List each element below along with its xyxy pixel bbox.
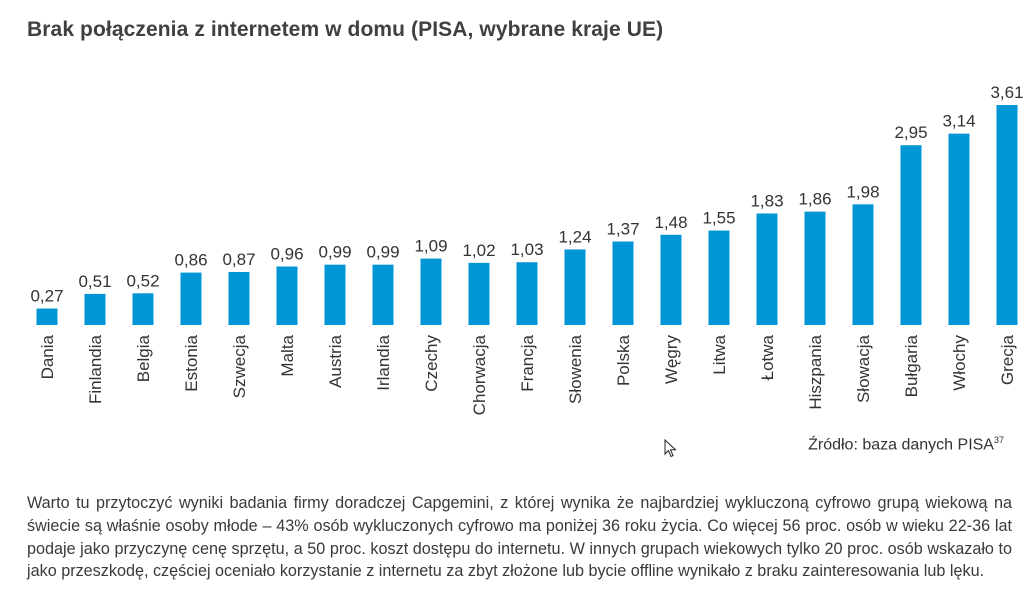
category-label-we-gry: Węgry	[662, 335, 681, 385]
source-text: Źródło: baza danych PISA	[808, 436, 994, 454]
bar-s-owenia	[564, 249, 586, 325]
bar-szwecja	[228, 271, 250, 325]
value-label-polska: 1,37	[606, 220, 639, 239]
category-label-w-ochy: Włochy	[950, 335, 969, 391]
bar-chart: 0,27 0,51 0,52 0,86 0,87 0,96 0,99 0,99 1,09 1,02…	[30, 83, 1023, 415]
value-label-irlandia: 0,99	[366, 243, 399, 262]
bar-dania	[36, 308, 58, 325]
value-label-szwecja: 0,87	[222, 250, 255, 269]
value-label-litwa: 1,55	[702, 209, 735, 228]
bar-austria	[324, 264, 346, 325]
value-label-finlandia: 0,51	[78, 272, 111, 291]
value-label-s-owenia: 1,24	[558, 227, 591, 246]
bars-group	[36, 105, 1018, 325]
category-label-hiszpania: Hiszpania	[806, 334, 825, 409]
value-label-austria: 0,99	[318, 243, 351, 262]
bar-litwa	[708, 230, 730, 325]
bar-malta	[276, 266, 298, 325]
bar-grecja	[996, 105, 1018, 325]
bar--otwa	[756, 213, 778, 325]
category-label-estonia: Estonia	[182, 334, 201, 391]
value-label-grecja: 3,61	[990, 83, 1023, 102]
value-label-w-ochy: 3,14	[942, 112, 975, 131]
category-label-belgia: Belgia	[134, 334, 153, 382]
category-label-s-owenia: Słowenia	[566, 334, 585, 404]
category-label-polska: Polska	[614, 334, 633, 386]
category-label-grecja: Grecja	[998, 334, 1017, 385]
category-label-finlandia: Finlandia	[86, 334, 105, 404]
mouse-cursor-icon	[664, 439, 677, 458]
value-label-francja: 1,03	[510, 240, 543, 259]
source-footnote: 37	[993, 435, 1004, 445]
category-label-litwa: Litwa	[710, 334, 729, 374]
bar-belgia	[132, 293, 154, 325]
bar-chorwacja	[468, 262, 490, 325]
bar-bu-garia	[900, 145, 922, 325]
category-label-szwecja: Szwecja	[230, 334, 249, 398]
value-label-dania: 0,27	[30, 287, 63, 306]
value-label-czechy: 1,09	[414, 237, 447, 256]
bar-s-owacja	[852, 204, 874, 325]
value-label-we-gry: 1,48	[654, 213, 687, 232]
value-label-s-owacja: 1,98	[846, 182, 879, 201]
category-label-chorwacja: Chorwacja	[470, 334, 489, 415]
category-label-austria: Austria	[326, 334, 345, 387]
bar-estonia	[180, 272, 202, 325]
value-label-belgia: 0,52	[126, 271, 159, 290]
bar-w-ochy	[948, 133, 970, 325]
value-label-hiszpania: 1,86	[798, 190, 831, 209]
value-label--otwa: 1,83	[750, 191, 783, 210]
value-label-chorwacja: 1,02	[462, 241, 495, 260]
category-label-s-owacja: Słowacja	[854, 334, 873, 403]
category-label-malta: Malta	[278, 334, 297, 376]
bar-czechy	[420, 258, 442, 325]
bar-polska	[612, 241, 634, 325]
category-label--otwa: Łotwa	[758, 334, 777, 380]
value-label-estonia: 0,86	[174, 251, 207, 270]
bar-francja	[516, 262, 538, 325]
value-label-malta: 0,96	[270, 244, 303, 263]
category-label-bu-garia: Bułgaria	[902, 334, 921, 397]
body-paragraph: Warto tu przytoczyć wyniki badania firmy…	[27, 494, 1012, 581]
category-label-francja: Francja	[518, 334, 537, 391]
source-note: Źródło: baza danych PISA37	[808, 435, 1004, 454]
bar-hiszpania	[804, 211, 826, 325]
category-label-irlandia: Irlandia	[374, 334, 393, 390]
value-label-bu-garia: 2,95	[894, 123, 927, 142]
chart-title: Brak połączenia z internetem w domu (PIS…	[27, 18, 664, 41]
category-label-dania: Dania	[38, 334, 57, 379]
bar-irlandia	[372, 264, 394, 325]
category-label-czechy: Czechy	[422, 335, 441, 392]
bar-we-gry	[660, 234, 682, 325]
value-labels-group: 0,27 0,51 0,52 0,86 0,87 0,96 0,99 0,99 1,09 1,02…	[30, 83, 1023, 306]
bar-finlandia	[84, 293, 106, 325]
category-labels-group: Dania Finlandia Belgia Estonia Szwecja Malta A…	[38, 334, 1017, 415]
